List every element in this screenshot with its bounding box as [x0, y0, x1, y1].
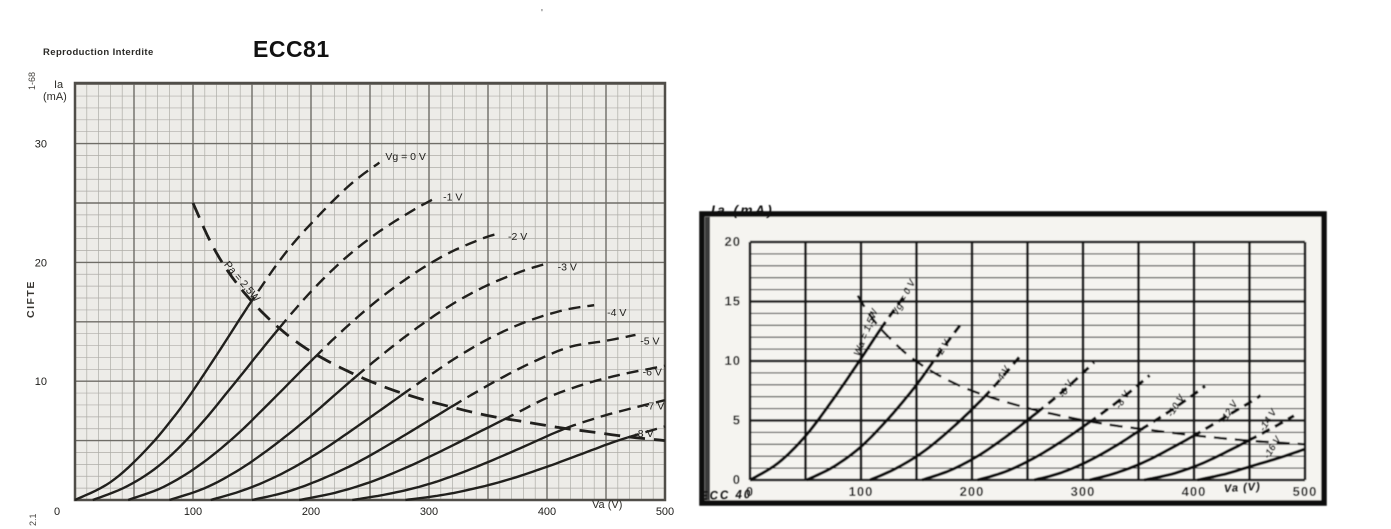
x-tick-label: 400: [1182, 484, 1207, 499]
curve-label: -7 V: [645, 401, 664, 413]
curve-vg-1v: [277, 197, 436, 330]
y-tick-label: 5: [733, 413, 741, 428]
curve-vg-0v: [879, 293, 907, 331]
x-tick-label: 0: [54, 506, 60, 518]
curve-vg-3v: [169, 376, 357, 502]
curve-vg-6v: [921, 411, 1038, 482]
curve-vg-14v: [1143, 439, 1250, 482]
x-tick-label: 200: [960, 484, 985, 499]
y-tick-label: 15: [725, 294, 741, 309]
curve-vg-0v: [246, 161, 381, 308]
curve-label: -4 V: [607, 307, 626, 319]
scan-frame: [699, 211, 1327, 506]
curve-vg-2v: [127, 357, 315, 502]
stray-mark: ': [541, 8, 543, 19]
left-y-axis-label: Ia: [54, 79, 64, 91]
scan-shadow-band: [705, 217, 710, 500]
y-tick-label: 0: [733, 472, 741, 487]
ecc81-chart: 0 100 200 300 400 500 10 20 30 Vg = 0 V -1 V -2 V -3…: [35, 81, 674, 518]
curve-label: -5 V: [640, 335, 659, 347]
curve-label: -2 V: [508, 231, 527, 243]
curve-label: -3 V: [558, 262, 577, 274]
curve-vg-2v: [313, 232, 498, 360]
x-tick-label: 0: [746, 484, 754, 499]
power-curve: [191, 202, 666, 442]
curve-vg-8v: [977, 421, 1090, 482]
curve-vg-12v: [1191, 394, 1262, 438]
x-tick-label: 300: [1071, 484, 1096, 499]
curve-vg-6v: [502, 364, 666, 422]
curve-vg-4v: [869, 396, 985, 482]
left-y-axis-unit: (mA): [43, 91, 67, 103]
curve-vg-4v: [400, 304, 595, 397]
reproduction-note: Reproduction Interdite: [43, 47, 154, 58]
curve-vg-5v: [450, 333, 636, 408]
curve-vg-4v: [982, 352, 1024, 399]
curve-label: Vg = 0 V: [385, 151, 426, 163]
curve-label: -6 V: [643, 366, 662, 378]
margin-code-bottom: 2.1: [28, 513, 38, 526]
curve-vg-0v: [74, 306, 249, 502]
plot-border: [73, 81, 667, 502]
curve-vg-6v: [1035, 361, 1096, 415]
curve-vg-4v: [210, 394, 402, 502]
curve-vg-0v: [749, 328, 882, 482]
margin-code-top: 1-68: [27, 71, 37, 90]
curve-vg-14v: [1247, 414, 1295, 442]
curve-label: -1 V: [443, 192, 462, 204]
margin-code-middle: CIFTE: [25, 280, 37, 318]
curve-vg-16v: [1197, 447, 1306, 482]
left-x-axis-label: Va (V): [592, 499, 623, 511]
x-tick-label: 500: [1293, 484, 1318, 499]
y-tick-label: 20: [35, 257, 47, 269]
curve-vg-10v: [1139, 384, 1207, 432]
x-tick-label: 500: [656, 506, 674, 518]
x-tick-label: 400: [538, 506, 556, 518]
x-tick-label: 100: [849, 484, 874, 499]
curve-vg-3v: [354, 262, 548, 379]
curve-vg-5v: [251, 405, 452, 502]
right-x-axis-label: Va (V): [1223, 480, 1262, 496]
x-tick-label: 200: [302, 506, 320, 518]
y-tick-label: 20: [725, 234, 741, 249]
y-tick-label: 30: [35, 139, 47, 151]
curve-vg-1v: [92, 328, 280, 502]
right-chart-footer: ECC 40: [699, 489, 753, 503]
left-chart-title: ECC81: [253, 36, 330, 62]
curve-vg-7v: [352, 427, 566, 502]
x-tick-label: 100: [184, 506, 202, 518]
x-tick-label: 300: [420, 506, 438, 518]
y-tick-label: 10: [725, 353, 741, 368]
curve-vg-10v: [1033, 428, 1142, 482]
y-tick-label: 10: [35, 376, 47, 388]
right-y-axis-label: Ia (mA): [711, 203, 775, 218]
curve-vg-8v: [405, 436, 628, 502]
curve-vg-2v: [926, 323, 963, 370]
curve-vg-12v: [1089, 435, 1194, 482]
curve-label: -8 V: [634, 428, 653, 440]
curve-vg-2v: [805, 368, 930, 482]
curve-vg-6v: [298, 419, 504, 502]
curve-vg-8v: [626, 425, 666, 439]
curve-vg-8v: [1087, 374, 1151, 425]
